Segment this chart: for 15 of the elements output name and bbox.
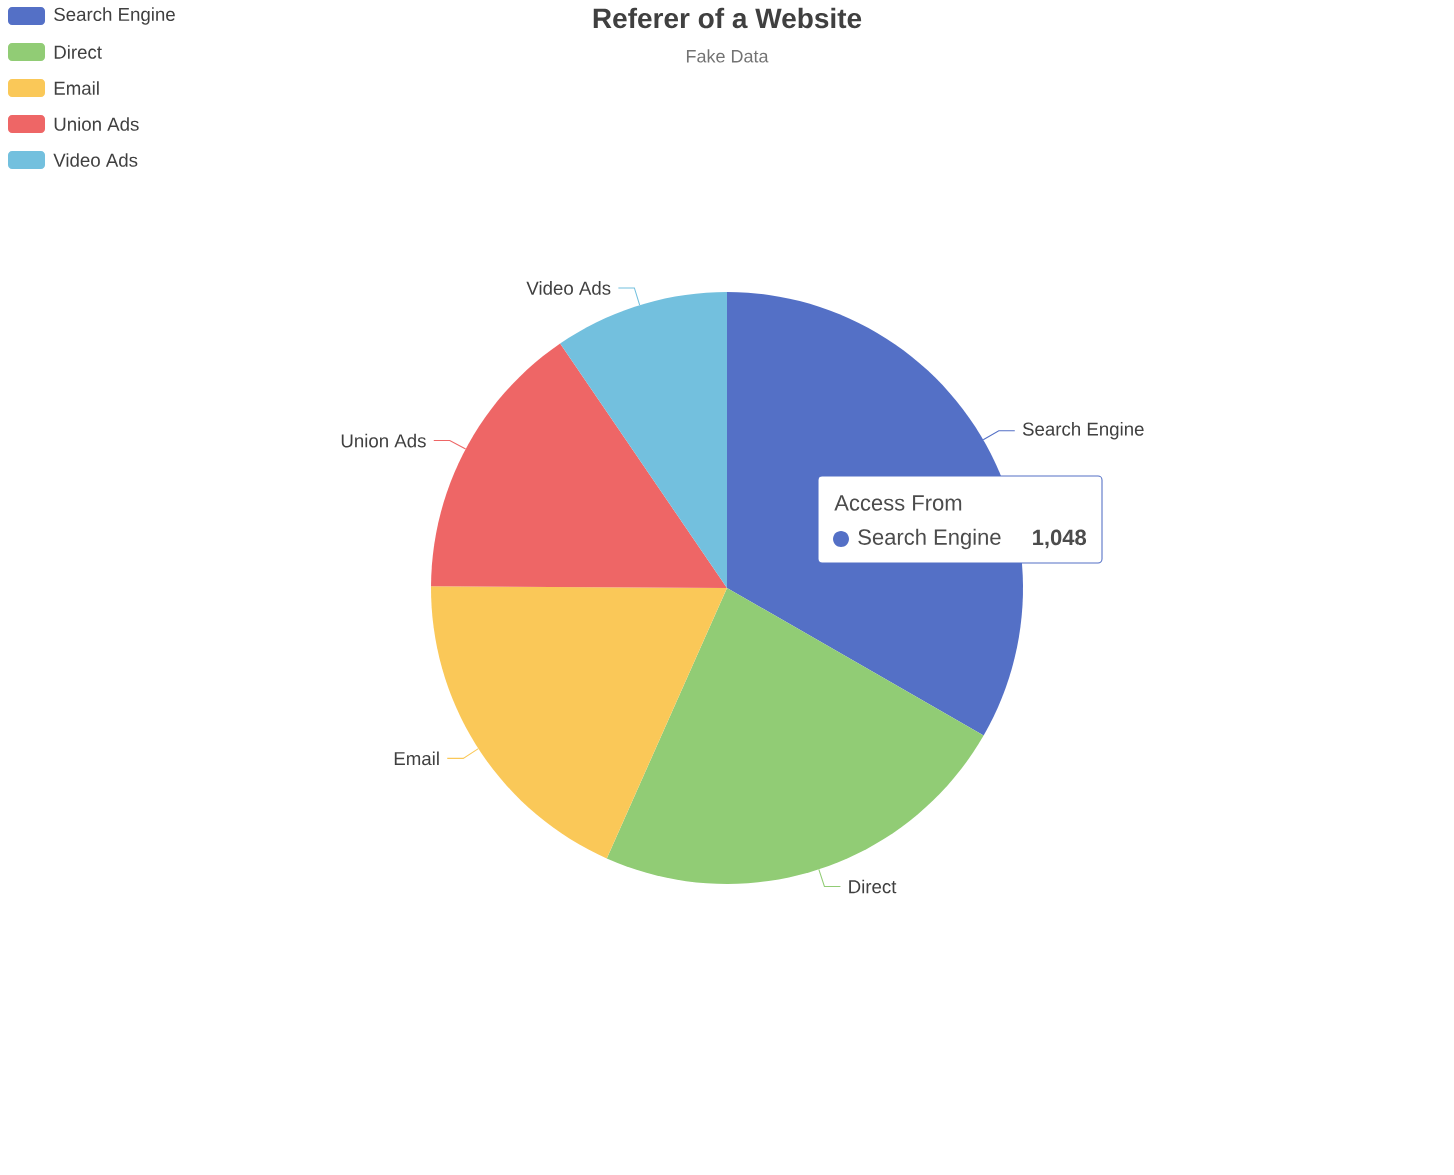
chart-title: Referer of a Website	[593, 7, 862, 29]
data-label: 1,048	[1033, 529, 1087, 549]
text: Access From	[834, 495, 962, 511]
text: Fake Data	[686, 49, 769, 63]
category-label: Search Engine	[54, 7, 175, 25]
slice-label: Email	[394, 751, 439, 766]
slice-label: Direct	[849, 879, 897, 894]
legend-label: Union Ads	[54, 117, 139, 131]
legend-label: Email	[54, 81, 99, 95]
legend-label: Direct	[54, 45, 102, 59]
slice-label: Search Engine	[1022, 422, 1144, 440]
slice-label: Union Ads	[341, 433, 426, 448]
slice-label: Video Ads	[526, 281, 611, 295]
legend-label: Video Ads	[53, 153, 138, 167]
legend-label: Search Engine	[858, 528, 1001, 550]
